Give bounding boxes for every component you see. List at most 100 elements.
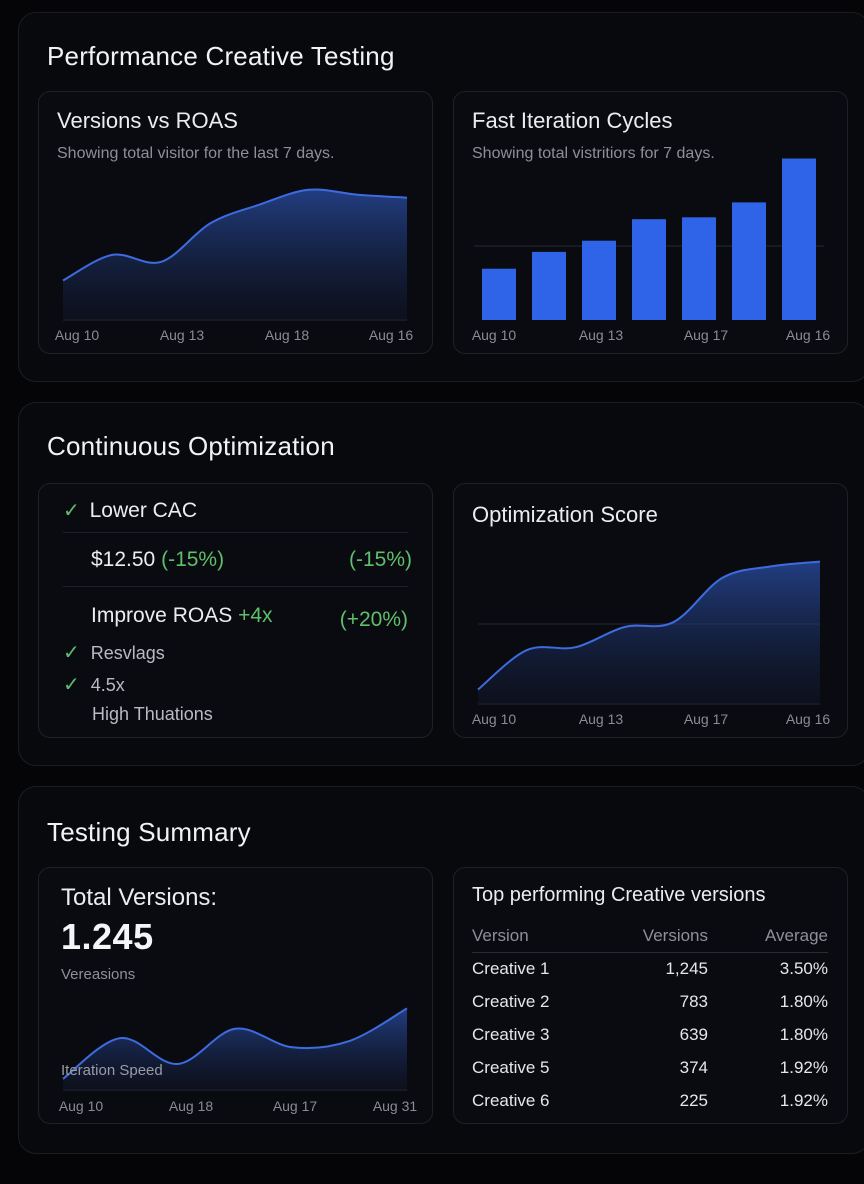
data-point[interactable] xyxy=(257,202,263,208)
cell-average: 1.80% xyxy=(779,992,828,1011)
x-tick-label: Aug 16 xyxy=(786,711,831,727)
optimization-score-chart[interactable]: Aug 10 Aug 13 Aug 17 Aug 16 xyxy=(454,484,849,739)
iteration-cycles-subtitle: Showing total vistritiors for 7 days. xyxy=(472,145,715,162)
data-point[interactable] xyxy=(355,192,361,198)
list-item: ✓ 4.5x xyxy=(63,674,125,696)
total-versions-unit: Vereasions xyxy=(61,966,136,983)
bar[interactable] xyxy=(482,268,516,320)
bar[interactable] xyxy=(682,217,716,320)
lower-cac-label: Lower CAC xyxy=(89,499,197,522)
cell-versions: 1,245 xyxy=(665,959,708,979)
x-tick-label: Aug 16 xyxy=(786,327,831,343)
column-header-version[interactable]: Version xyxy=(472,926,622,953)
list-item: ✓ Resvlags xyxy=(63,642,165,664)
bar[interactable] xyxy=(632,219,666,320)
data-point[interactable] xyxy=(404,1005,410,1011)
area-fill xyxy=(63,189,407,320)
x-tick-label: Aug 31 xyxy=(373,1098,418,1114)
iteration-speed-chart[interactable]: Aug 10 Aug 18 Aug 17 Aug 31 xyxy=(39,868,434,1125)
cell-version: Creative 6 xyxy=(472,1091,550,1110)
check-icon: ✓ xyxy=(63,500,80,522)
creatives-table: Version Versions Average Creative 1 1,24… xyxy=(472,926,828,1118)
optimization-score-card[interactable]: Optimization Score Aug 10 Aug 13 Aug 17 Aug… xyxy=(453,483,848,738)
series-line xyxy=(62,188,408,282)
table-row[interactable]: Creative 1 1,245 3.50% xyxy=(472,953,828,986)
iteration-cycles-card[interactable]: Fast Iteration Cycles Showing total vist… xyxy=(453,91,848,354)
data-point[interactable] xyxy=(207,220,213,226)
summary-section-title: Testing Summary xyxy=(47,817,251,847)
data-point[interactable] xyxy=(404,195,410,201)
data-point[interactable] xyxy=(347,1038,353,1044)
improve-roas-change: (+20%) xyxy=(339,608,408,631)
x-tick-label: Aug 13 xyxy=(579,327,624,343)
x-tick-label: Aug 17 xyxy=(684,327,729,343)
cell-versions: 374 xyxy=(679,1058,708,1077)
data-point[interactable] xyxy=(670,619,676,625)
total-versions-card[interactable]: Total Versions: 1.245 Vereasions Aug 10 A… xyxy=(38,867,433,1124)
x-tick-label: Aug 17 xyxy=(684,711,729,727)
table-header-row: Version Versions Average xyxy=(472,926,828,953)
cell-average: 1.92% xyxy=(779,1058,828,1077)
versions-roas-title: Versions vs ROAS xyxy=(57,108,238,133)
data-point[interactable] xyxy=(60,278,66,284)
bar[interactable] xyxy=(582,240,616,320)
versions-roas-card[interactable]: Versions vs ROAS Showing total visitor f… xyxy=(38,91,433,354)
data-point[interactable] xyxy=(524,647,530,653)
x-tick-label: Aug 16 xyxy=(369,327,414,343)
cell-version: Creative 1 xyxy=(472,959,550,979)
iteration-cycles-title: Fast Iteration Cycles xyxy=(472,108,673,133)
data-point[interactable] xyxy=(719,575,725,581)
table-row[interactable]: Creative 3 639 1.80% xyxy=(472,1019,828,1052)
bar[interactable] xyxy=(782,158,816,321)
lower-cac-row: ✓ Lower CAC xyxy=(63,498,197,523)
cell-average: 3.50% xyxy=(779,959,828,979)
x-tick-label: Aug 18 xyxy=(169,1098,214,1114)
versions-roas-chart[interactable]: Aug 10 Aug 13 Aug 18 Aug 16 xyxy=(39,92,434,355)
cell-average: 1.92% xyxy=(779,1091,828,1110)
data-point[interactable] xyxy=(306,187,312,193)
data-point[interactable] xyxy=(817,559,823,565)
top-creatives-card: Top performing Creative versions Version… xyxy=(453,867,848,1124)
table-row[interactable]: Creative 5 374 1.92% xyxy=(472,1052,828,1085)
data-point[interactable] xyxy=(175,1061,181,1067)
optimization-section-title: Continuous Optimization xyxy=(47,431,335,461)
data-point[interactable] xyxy=(117,1035,123,1041)
bar[interactable] xyxy=(732,202,766,320)
x-tick-label: Aug 13 xyxy=(160,327,205,343)
cell-versions: 225 xyxy=(679,1091,708,1110)
total-versions-label: Total Versions: xyxy=(61,884,218,911)
summary-section: Testing Summary Total Versions: 1.245 Ve… xyxy=(18,786,864,1154)
bar[interactable] xyxy=(532,251,566,320)
iteration-cycles-chart[interactable]: Aug 10 Aug 13 Aug 17 Aug 16 xyxy=(454,92,849,355)
data-point[interactable] xyxy=(109,252,115,258)
cell-version: Creative 5 xyxy=(472,1058,550,1077)
area-fill xyxy=(478,561,820,704)
column-header-versions[interactable]: Versions xyxy=(622,926,708,953)
x-tick-label: Aug 10 xyxy=(59,1098,104,1114)
optimization-score-title: Optimization Score xyxy=(472,502,658,527)
improve-roas-row: Improve ROAS +4x xyxy=(91,604,273,628)
data-point[interactable] xyxy=(475,687,481,693)
table-row[interactable]: Creative 6 225 1.92% xyxy=(472,1085,828,1118)
data-point[interactable] xyxy=(232,1026,238,1032)
series-line xyxy=(477,560,821,691)
check-icon: ✓ xyxy=(63,674,80,696)
optimization-metrics-card: ✓ Lower CAC $12.50 (-15%) (-15%) Improve… xyxy=(38,483,433,738)
improve-roas-multiplier: +4x xyxy=(238,604,273,627)
versions-roas-subtitle: Showing total visitor for the last 7 day… xyxy=(57,145,335,162)
data-point[interactable] xyxy=(622,624,628,630)
data-point[interactable] xyxy=(158,259,164,265)
data-point[interactable] xyxy=(768,563,774,569)
x-tick-label: Aug 10 xyxy=(55,327,100,343)
column-header-average[interactable]: Average xyxy=(708,926,828,953)
x-tick-label: Aug 10 xyxy=(472,711,517,727)
x-tick-label: Aug 13 xyxy=(579,711,624,727)
x-tick-label: Aug 18 xyxy=(265,327,310,343)
data-point[interactable] xyxy=(573,644,579,650)
cell-version: Creative 3 xyxy=(472,1025,550,1044)
table-row[interactable]: Creative 2 783 1.80% xyxy=(472,986,828,1019)
cac-value-row: $12.50 (-15%) xyxy=(91,548,224,572)
check-icon: ✓ xyxy=(63,642,80,664)
data-point[interactable] xyxy=(289,1044,295,1050)
total-versions-value: 1.245 xyxy=(61,916,154,957)
